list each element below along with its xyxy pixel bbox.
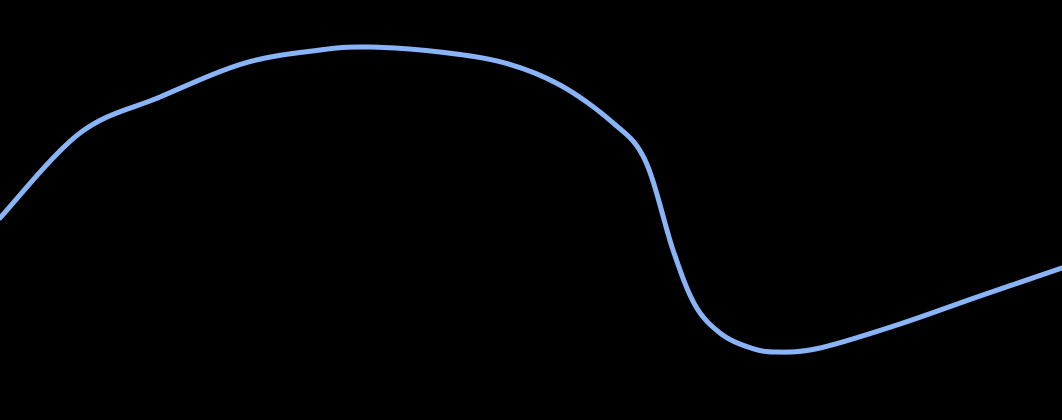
series-line: [0, 44, 1062, 355]
